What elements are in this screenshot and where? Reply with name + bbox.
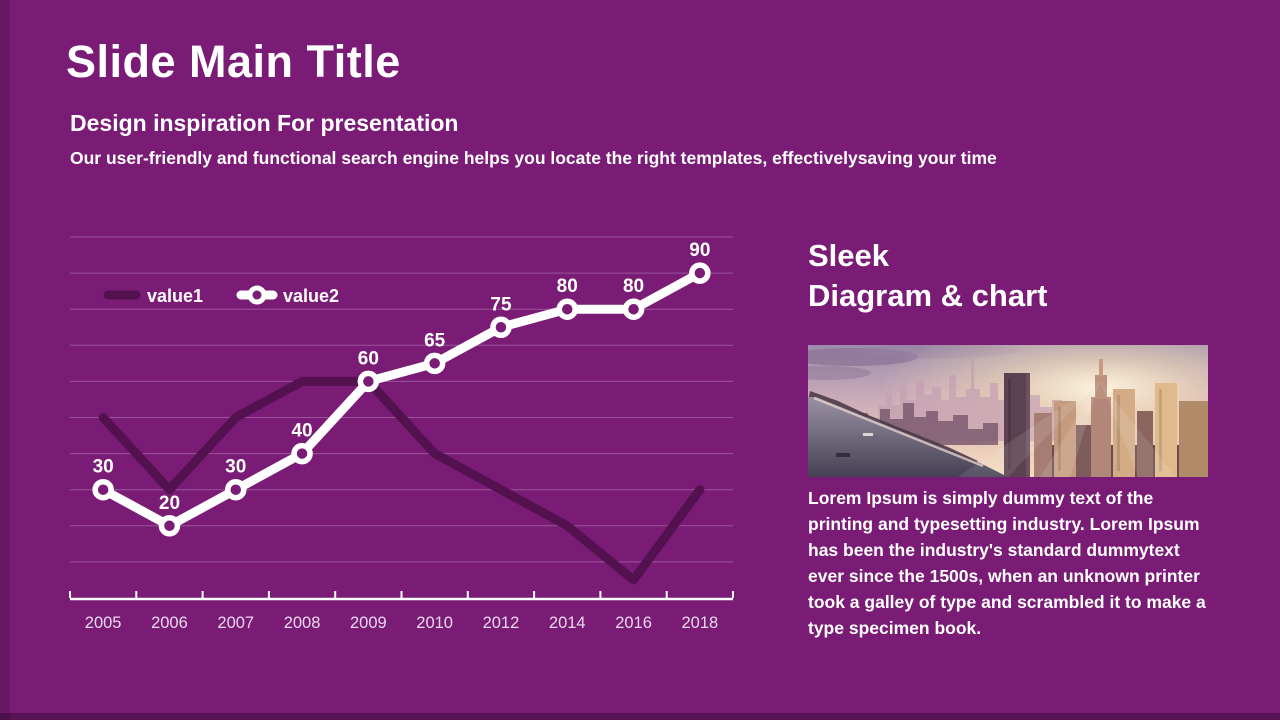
city-skyline-illustration bbox=[808, 345, 1208, 477]
x-axis-label: 2012 bbox=[483, 614, 520, 632]
series-line-value2 bbox=[98, 268, 705, 531]
legend-label-value2: value2 bbox=[283, 286, 339, 306]
data-point-marker bbox=[158, 515, 181, 537]
data-point-marker bbox=[92, 478, 114, 501]
data-label: 30 bbox=[225, 457, 246, 478]
data-point-marker bbox=[357, 370, 380, 393]
panel-heading: Sleek Diagram & chart bbox=[808, 236, 1210, 316]
data-point-marker bbox=[490, 316, 512, 338]
data-point-marker bbox=[622, 298, 645, 320]
series-line-value1 bbox=[98, 376, 705, 585]
x-axis-label: 2009 bbox=[350, 614, 387, 632]
x-axis-label: 2016 bbox=[615, 614, 652, 632]
right-panel: Sleek Diagram & chart bbox=[808, 236, 1210, 686]
data-label: 80 bbox=[623, 276, 644, 297]
left-edge-accent bbox=[0, 0, 10, 720]
data-label: 20 bbox=[159, 493, 180, 514]
x-axis-label: 2010 bbox=[416, 614, 453, 632]
data-point-marker bbox=[689, 262, 711, 284]
data-label: 30 bbox=[93, 457, 114, 478]
x-axis-label: 2008 bbox=[284, 614, 321, 632]
legend-label-value1: value1 bbox=[147, 286, 203, 306]
sun-rays bbox=[958, 381, 1176, 477]
slide-description: Our user-friendly and functional search … bbox=[70, 148, 997, 168]
data-label: 40 bbox=[291, 421, 312, 442]
panel-paragraph: Lorem Ipsum is simply dummy text of the … bbox=[808, 488, 1206, 638]
data-point-marker bbox=[291, 442, 313, 465]
data-point-marker bbox=[556, 298, 578, 320]
slide-title: Slide Main Title bbox=[66, 36, 401, 87]
slide-subtitle: Design inspiration For presentation bbox=[70, 110, 459, 136]
data-label: 65 bbox=[424, 330, 446, 351]
x-axis-label: 2006 bbox=[151, 614, 188, 632]
data-label: 80 bbox=[557, 276, 578, 297]
panel-heading-line2: Diagram & chart bbox=[808, 278, 1048, 313]
river bbox=[808, 391, 1008, 477]
x-axis-label: 2014 bbox=[549, 614, 586, 632]
data-point-marker bbox=[423, 352, 446, 375]
legend-swatch-value2-marker bbox=[247, 285, 267, 305]
bottom-edge-accent bbox=[0, 713, 1280, 720]
x-axis-label: 2018 bbox=[681, 614, 718, 632]
city-skyline-image bbox=[808, 345, 1208, 477]
x-axis-label: 2005 bbox=[85, 614, 122, 632]
data-point-marker bbox=[225, 478, 247, 501]
x-axis-label: 2007 bbox=[217, 614, 254, 632]
data-label: 90 bbox=[689, 240, 710, 261]
line-chart: 30 20 30 40 60 65 75 80 80 90 2005 2006 2007 2008 2009… bbox=[0, 228, 745, 640]
data-label: 75 bbox=[490, 294, 512, 315]
data-label: 60 bbox=[358, 348, 379, 369]
line-chart-svg: 30 20 30 40 60 65 75 80 80 90 2005 2006 2007 2008 2009… bbox=[69, 236, 734, 632]
foreground-buildings bbox=[1004, 359, 1208, 477]
panel-heading-line1: Sleek bbox=[808, 238, 890, 273]
